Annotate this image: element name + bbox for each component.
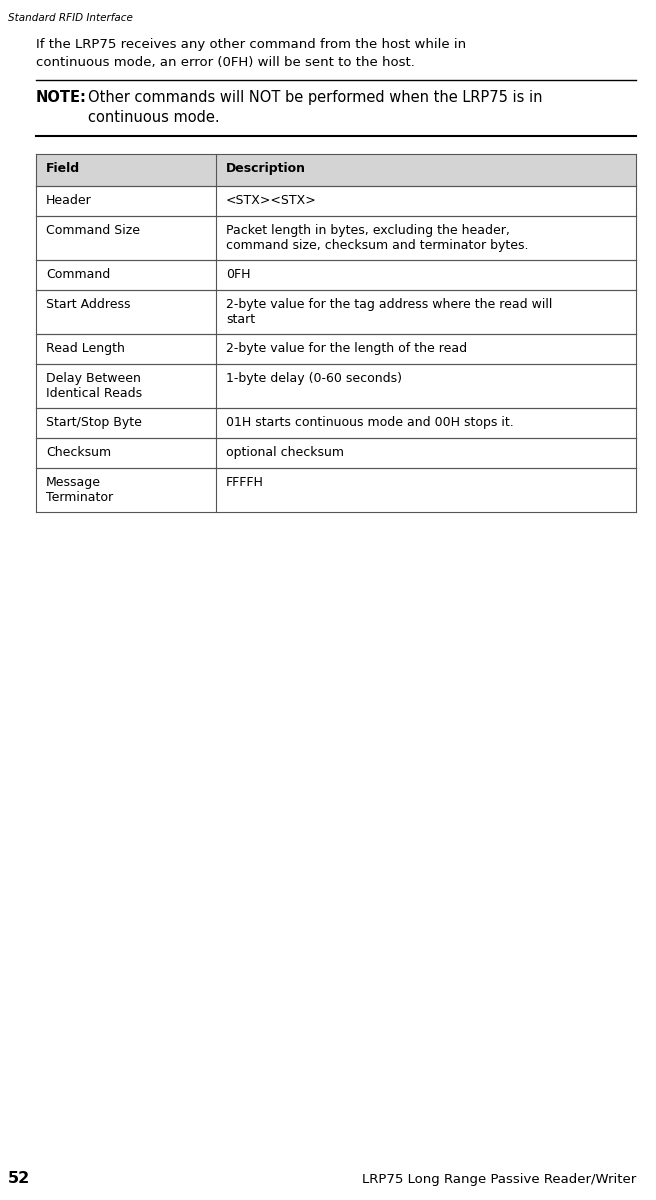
Bar bbox=[36, 154, 636, 186]
Text: Field: Field bbox=[46, 162, 80, 175]
Text: Start Address: Start Address bbox=[46, 298, 131, 311]
Text: FFFFH: FFFFH bbox=[226, 476, 264, 490]
Text: Standard RFID Interface: Standard RFID Interface bbox=[8, 13, 133, 23]
Text: Header: Header bbox=[46, 194, 92, 206]
Text: If the LRP75 receives any other command from the host while in: If the LRP75 receives any other command … bbox=[36, 38, 466, 50]
Text: Description: Description bbox=[226, 162, 306, 175]
Text: Command: Command bbox=[46, 268, 110, 281]
Text: Checksum: Checksum bbox=[46, 446, 111, 458]
Text: LRP75 Long Range Passive Reader/Writer: LRP75 Long Range Passive Reader/Writer bbox=[361, 1174, 636, 1186]
Text: Delay Between
Identical Reads: Delay Between Identical Reads bbox=[46, 372, 142, 400]
Text: Packet length in bytes, excluding the header,
command size, checksum and termina: Packet length in bytes, excluding the he… bbox=[226, 224, 529, 252]
Text: optional checksum: optional checksum bbox=[226, 446, 344, 458]
Text: Message
Terminator: Message Terminator bbox=[46, 476, 113, 504]
Text: NOTE:: NOTE: bbox=[36, 90, 87, 104]
Text: Command Size: Command Size bbox=[46, 224, 140, 236]
Text: Read Length: Read Length bbox=[46, 342, 125, 355]
Text: <STX><STX>: <STX><STX> bbox=[226, 194, 317, 206]
Text: 2-byte value for the length of the read: 2-byte value for the length of the read bbox=[226, 342, 467, 355]
Text: continuous mode, an error (0FH) will be sent to the host.: continuous mode, an error (0FH) will be … bbox=[36, 56, 415, 68]
Text: 52: 52 bbox=[8, 1171, 30, 1186]
Text: 1-byte delay (0-60 seconds): 1-byte delay (0-60 seconds) bbox=[226, 372, 402, 385]
Text: 01H starts continuous mode and 00H stops it.: 01H starts continuous mode and 00H stops… bbox=[226, 416, 514, 428]
Text: Other commands will NOT be performed when the LRP75 is in: Other commands will NOT be performed whe… bbox=[88, 90, 543, 104]
Text: continuous mode.: continuous mode. bbox=[88, 110, 220, 125]
Text: 2-byte value for the tag address where the read will
start: 2-byte value for the tag address where t… bbox=[226, 298, 552, 326]
Text: 0FH: 0FH bbox=[226, 268, 251, 281]
Text: Start/Stop Byte: Start/Stop Byte bbox=[46, 416, 142, 428]
